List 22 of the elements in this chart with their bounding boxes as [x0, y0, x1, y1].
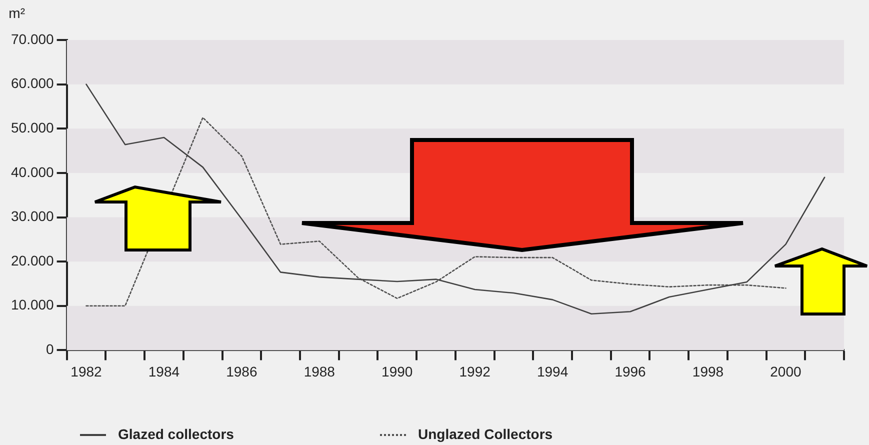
- x-tick-label: 1994: [536, 363, 568, 380]
- y-tick-label: 70.000: [10, 30, 54, 47]
- x-tick-label: 1990: [382, 363, 413, 380]
- y-tick-label: 0: [46, 341, 54, 358]
- x-tick-label: 1988: [304, 363, 336, 380]
- y-tick-label: 50.000: [10, 119, 54, 136]
- legend-label: Glazed collectors: [118, 426, 234, 442]
- line-series: [86, 116, 786, 307]
- x-tick-label: 1982: [70, 363, 102, 380]
- y-axis-title: m²: [8, 5, 26, 21]
- x-tick-label: 1984: [148, 363, 180, 380]
- x-tick-label: 1986: [226, 363, 258, 380]
- x-tick-label: 1996: [614, 363, 646, 380]
- y-tick-label: 40.000: [10, 164, 54, 180]
- y-tick-label: 30.000: [10, 208, 54, 224]
- x-tick-label: 1998: [692, 363, 724, 380]
- legend-label: Unglazed Collectors: [418, 426, 553, 442]
- y-tick-label: 20.000: [10, 252, 54, 268]
- x-tick-label: 2000: [770, 363, 802, 380]
- x-tick-label: 1992: [459, 363, 491, 380]
- y-tick-label: 10.000: [10, 296, 54, 313]
- y-tick-label: 60.000: [10, 75, 54, 92]
